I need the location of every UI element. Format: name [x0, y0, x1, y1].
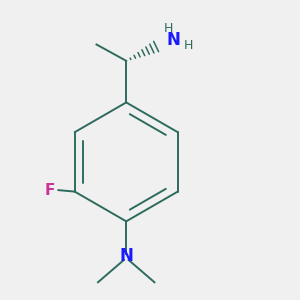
- Text: N: N: [119, 247, 133, 265]
- Text: H: H: [184, 40, 193, 52]
- Text: F: F: [44, 183, 55, 198]
- Text: H: H: [164, 22, 173, 34]
- Text: N: N: [167, 31, 181, 49]
